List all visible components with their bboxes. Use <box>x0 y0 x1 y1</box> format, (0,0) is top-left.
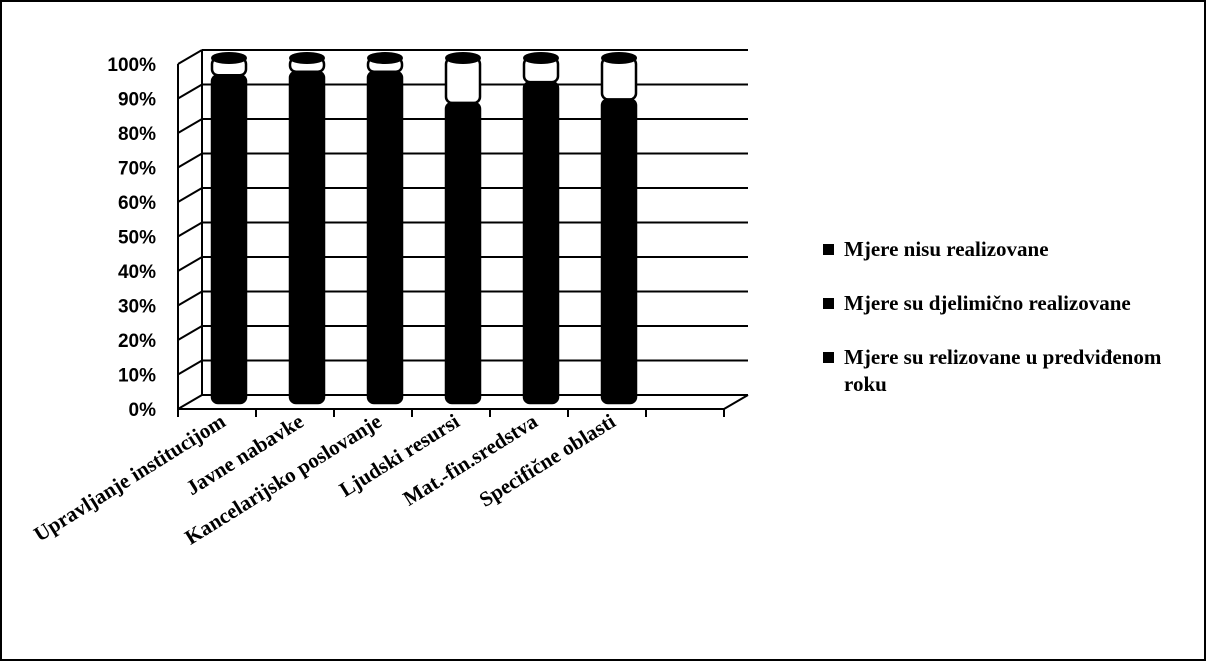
legend: Mjere nisu realizovane Mjere su djelimič… <box>818 236 1198 398</box>
gridline-depth <box>177 187 203 203</box>
bar-segment <box>600 56 638 101</box>
gridline-depth <box>177 394 203 410</box>
bar-segment <box>444 56 482 105</box>
legend-swatch-djelimicno <box>823 298 834 309</box>
bar-cap <box>211 52 247 64</box>
bar-segment <box>444 101 482 405</box>
bar-segment <box>522 80 560 405</box>
bar-cap <box>289 52 325 64</box>
bar-segment <box>600 98 638 405</box>
y-tick-label: 50% <box>118 228 156 249</box>
x-category-label: Mat.-fin.sredstva <box>399 409 542 511</box>
bar-segment <box>288 70 326 405</box>
y-tick-label: 80% <box>118 124 156 145</box>
gridline-depth <box>177 221 203 238</box>
legend-swatch-relizovane <box>823 352 834 363</box>
y-tick-label: 10% <box>118 366 156 387</box>
legend-item-djelimicno: Mjere su djelimično realizovane <box>818 290 1198 317</box>
bar-segment <box>210 74 248 405</box>
y-tick-label: 60% <box>118 193 156 214</box>
bars-layer <box>210 52 638 405</box>
y-tick-label: 20% <box>118 331 156 352</box>
x-category-label: Specifične oblasti <box>475 409 620 512</box>
bar-segment <box>366 70 404 405</box>
bar-cap <box>601 52 637 64</box>
bar-cap <box>367 52 403 64</box>
y-tick-label: 0% <box>129 400 157 421</box>
legend-item-nisu: Mjere nisu realizovane <box>818 236 1198 263</box>
gridline-depth <box>177 49 203 65</box>
gridline-depth <box>177 118 203 134</box>
legend-swatch-nisu <box>823 244 834 255</box>
bar-cap <box>445 52 481 64</box>
y-tick-label: 70% <box>118 159 156 180</box>
gridline-depth <box>177 256 203 272</box>
legend-label-nisu: Mjere nisu realizovane <box>844 237 1049 261</box>
gridline-depth <box>177 152 203 169</box>
gridline-depth <box>177 290 203 307</box>
y-tick-label: 40% <box>118 262 156 283</box>
gridline-depth <box>177 325 203 341</box>
gridline-depth <box>177 83 203 100</box>
gridline-depth <box>177 359 203 376</box>
y-tick-label: 100% <box>107 55 156 76</box>
legend-label-djelimicno: Mjere su djelimično realizovane <box>844 291 1131 315</box>
bar-cap <box>523 52 559 64</box>
legend-item-relizovane: Mjere su relizovane u predviđenom roku <box>818 344 1198 398</box>
y-tick-label: 30% <box>118 297 156 318</box>
y-tick-label: 90% <box>118 90 156 111</box>
legend-label-relizovane: Mjere su relizovane u predviđenom roku <box>844 345 1162 396</box>
y-axis-ticks: 0% 10% 20% 30% 40% 50% 60% 70% 80% 90% 100% <box>107 55 156 421</box>
